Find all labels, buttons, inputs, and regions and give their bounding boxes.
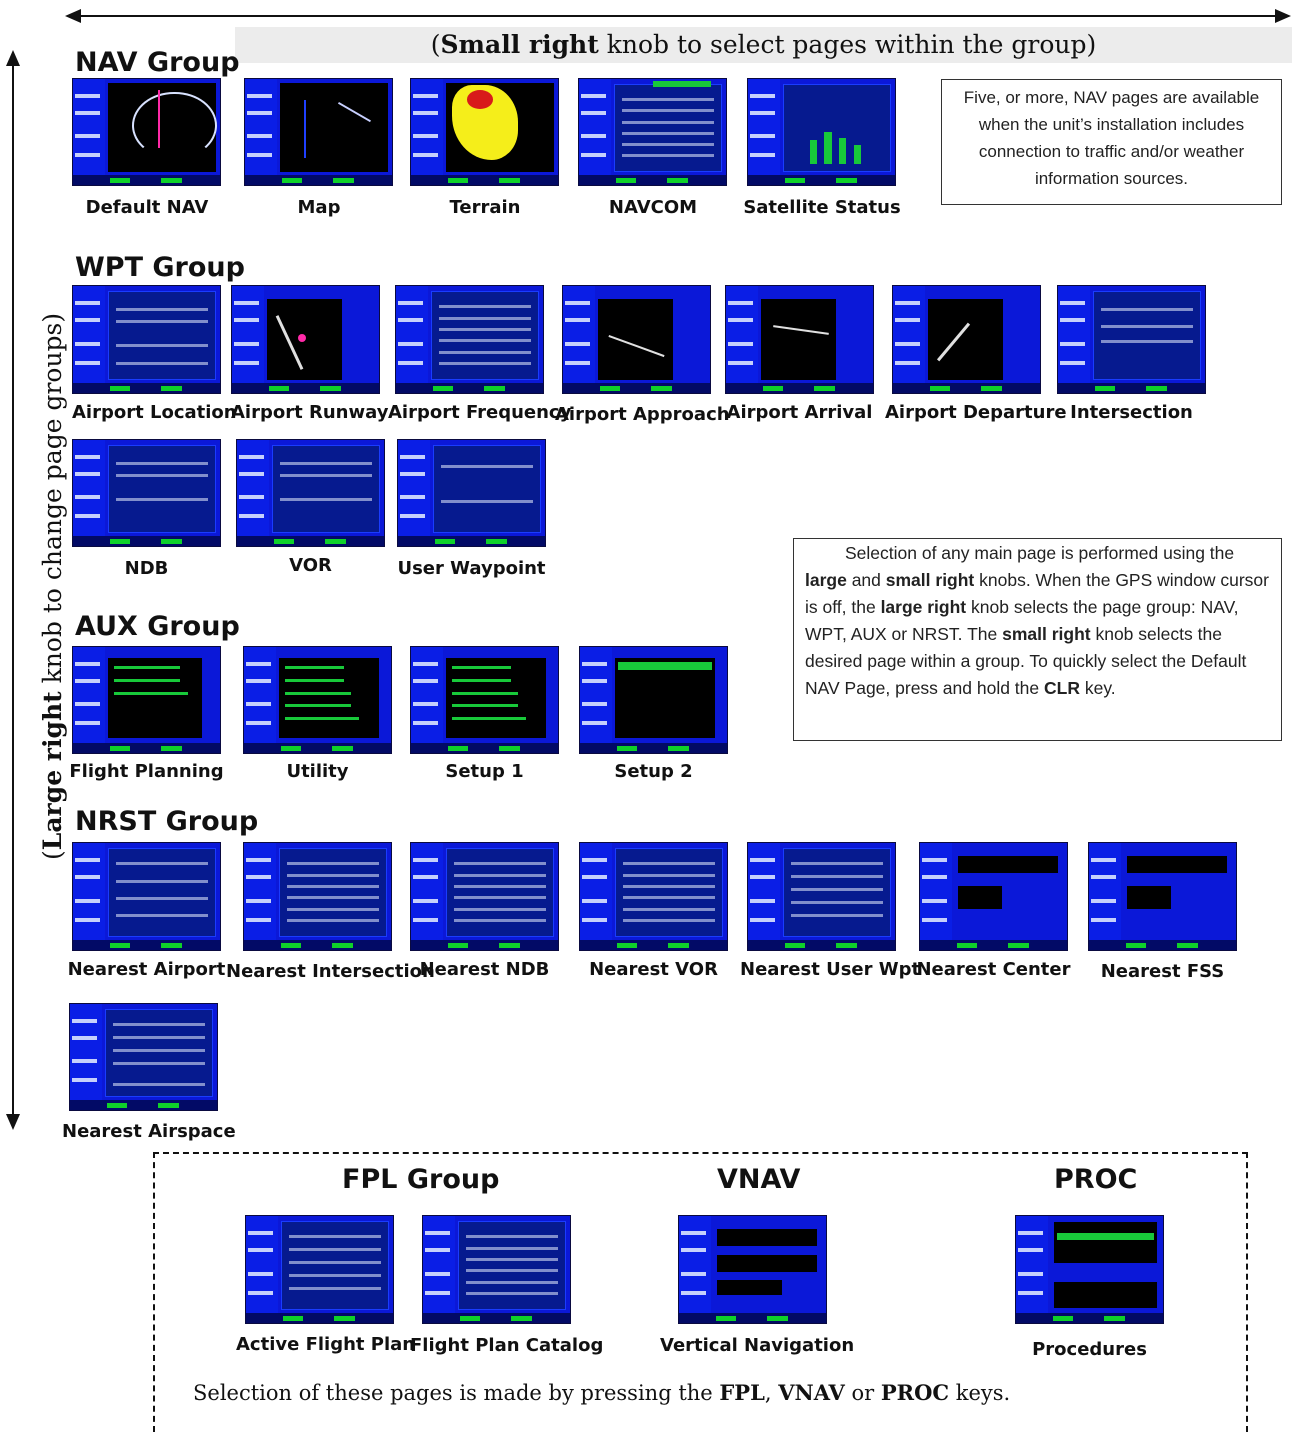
caption-nearest-vor: Nearest VOR (589, 959, 718, 980)
caption-setup-1: Setup 1 (445, 761, 524, 782)
caption-default-nav: Default NAV (85, 197, 209, 218)
map-screen (244, 78, 393, 186)
airport-runway-screen (231, 285, 380, 394)
caption-airport-frequency: Airport Frequency (388, 402, 572, 423)
setup-1-screen (410, 646, 559, 754)
caption-setup-2: Setup 2 (614, 761, 693, 782)
caption-nearest-airport: Nearest Airport (67, 959, 226, 980)
top-instruction-band (235, 27, 1292, 63)
caption-flight-planning: Flight Planning (69, 761, 224, 782)
vertical-navigation-screen (678, 1215, 827, 1324)
ndb-screen (72, 439, 221, 547)
side-instruction: (Large right knob to change page groups) (38, 312, 67, 860)
default-nav-screen (72, 78, 221, 186)
top-instruction: (Small right knob to select pages within… (430, 30, 1097, 59)
flight-planning-screen (72, 646, 221, 754)
caption-intersection: Intersection (1070, 402, 1193, 423)
caption-satellite-status: Satellite Status (743, 197, 901, 218)
aux-group-title: AUX Group (75, 611, 240, 642)
caption-nearest-user-wpt: Nearest User Wpt (740, 959, 921, 980)
caption-airport-departure: Airport Departure (885, 402, 1067, 423)
setup-2-screen (579, 646, 728, 754)
fpl-group-title: FPL Group (342, 1164, 500, 1195)
wpt-group-title: WPT Group (75, 252, 245, 283)
satellite-status-screen (747, 78, 896, 186)
utility-screen (243, 646, 392, 754)
caption-airport-approach: Airport Approach (555, 404, 730, 425)
flight-plan-catalog-screen (422, 1215, 571, 1324)
nearest-intersection-screen (243, 842, 392, 951)
caption-vor: VOR (289, 555, 332, 576)
caption-airport-location: Airport Location (72, 402, 237, 423)
proc-title: PROC (1054, 1164, 1138, 1195)
nav-group-title: NAV Group (75, 47, 240, 78)
caption-utility: Utility (286, 761, 349, 782)
terrain-screen (410, 78, 559, 186)
selection-note-text: Selection of any main page is performed … (805, 543, 1269, 698)
caption-nearest-ndb: Nearest NDB (419, 959, 550, 980)
caption-airport-arrival: Airport Arrival (726, 402, 873, 423)
nearest-airspace-screen (69, 1003, 218, 1111)
caption-user-waypoint: User Waypoint (397, 558, 546, 579)
procedures-screen (1015, 1215, 1164, 1324)
caption-vertical-navigation: Vertical Navigation (660, 1335, 855, 1356)
caption-nearest-intersection: Nearest Intersection (226, 961, 435, 982)
caption-map: Map (297, 197, 341, 218)
bottom-note: Selection of these pages is made by pres… (193, 1380, 1011, 1405)
caption-ndb: NDB (124, 558, 169, 579)
nearest-vor-screen (579, 842, 728, 951)
horizontal-double-arrow (65, 9, 1291, 23)
airport-departure-screen (892, 285, 1041, 394)
caption-airport-runway: Airport Runway (231, 402, 389, 423)
user-waypoint-screen (397, 439, 546, 547)
nrst-group-title: NRST Group (75, 806, 259, 837)
vertical-double-arrow (6, 50, 20, 1130)
caption-nearest-airspace: Nearest Airspace (62, 1121, 236, 1142)
airport-frequency-screen (395, 285, 544, 394)
nearest-center-screen (919, 842, 1068, 951)
navcom-screen (578, 78, 727, 186)
fpl-vnav-proc-box (153, 1152, 1248, 1432)
caption-procedures: Procedures (1032, 1339, 1147, 1360)
caption-navcom: NAVCOM (608, 197, 698, 218)
caption-nearest-fss: Nearest FSS (1100, 961, 1225, 982)
vor-screen (236, 439, 385, 547)
selection-note (793, 538, 1282, 741)
nav-pages-note-text: Five, or more, NAV pages are available w… (963, 88, 1260, 188)
nav-pages-note (941, 79, 1282, 205)
airport-location-screen (72, 285, 221, 394)
airport-approach-screen (562, 285, 711, 394)
nearest-airport-screen (72, 842, 221, 951)
caption-flight-plan-catalog: Flight Plan Catalog (410, 1335, 604, 1356)
vnav-title: VNAV (717, 1164, 801, 1195)
caption-active-flight-plan: Active Flight Plan (236, 1334, 416, 1355)
airport-arrival-screen (725, 285, 874, 394)
nearest-ndb-screen (410, 842, 559, 951)
caption-nearest-center: Nearest Center (916, 959, 1071, 980)
active-flight-plan-screen (245, 1215, 394, 1324)
nearest-fss-screen (1088, 842, 1237, 951)
caption-terrain: Terrain (449, 197, 521, 218)
intersection-screen (1057, 285, 1206, 394)
nearest-user-wpt-screen (747, 842, 896, 951)
